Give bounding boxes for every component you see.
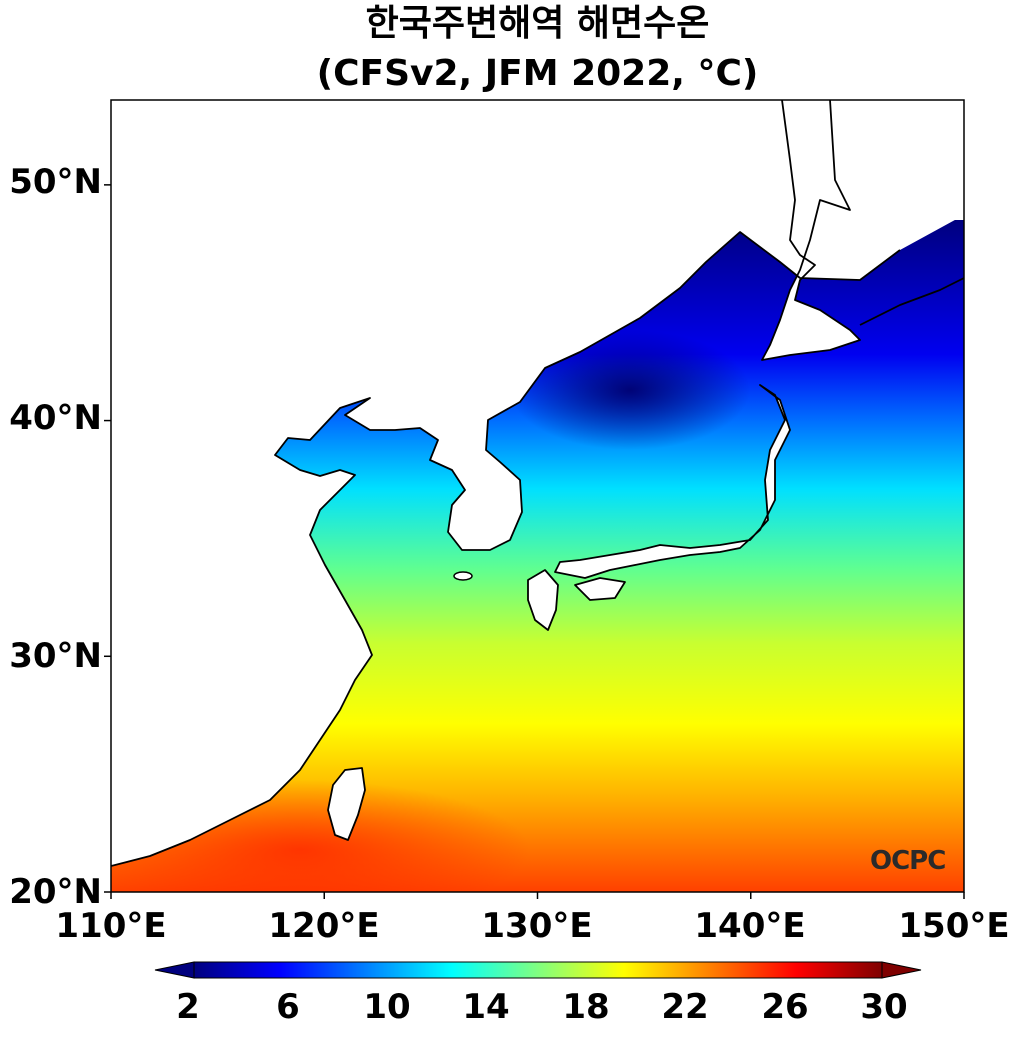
colorbar-tick-label: 2 [176, 987, 200, 1027]
colorbar-min-extend [154, 961, 195, 979]
lon-tick-label: 140°E [694, 906, 806, 946]
map-title: 한국주변해역 해면수온 [365, 3, 710, 44]
colorbar-tick-label: 30 [860, 987, 908, 1027]
axis-tick-marks [104, 184, 965, 899]
asia-mainland [111, 100, 964, 866]
lat-tick-label: 50°N [9, 162, 102, 202]
lon-tick-label: 110°E [55, 906, 167, 946]
lon-tick-label: 120°E [268, 906, 380, 946]
colorbar-tick-label: 22 [661, 987, 709, 1027]
hokkaido-sakhalin [762, 100, 860, 360]
japan-kyushu [528, 570, 558, 630]
colorbar-tick-label: 14 [462, 987, 510, 1027]
jeju-island [453, 571, 473, 581]
japan-shikoku [575, 578, 625, 600]
ocpc-watermark: OCPC [870, 846, 946, 876]
colorbar-tick-label: 6 [276, 987, 300, 1027]
colorbar-tick-label: 10 [363, 987, 411, 1027]
lon-tick-label: 150°E [898, 906, 1010, 946]
taiwan [328, 768, 365, 840]
lat-tick-label: 20°N [9, 872, 102, 912]
colorbar-tick-label: 26 [761, 987, 809, 1027]
lat-tick-label: 30°N [9, 636, 102, 676]
colorbar-max-extend [881, 961, 922, 979]
colorbar-tick-label: 18 [562, 987, 610, 1027]
cold-anomaly [510, 330, 750, 450]
map-subtitle: (CFSv2, JFM 2022, °C) [316, 53, 759, 94]
colorbar [193, 961, 883, 979]
lon-tick-label: 130°E [481, 906, 593, 946]
coastlines [111, 100, 964, 867]
lat-tick-label: 40°N [9, 398, 102, 438]
